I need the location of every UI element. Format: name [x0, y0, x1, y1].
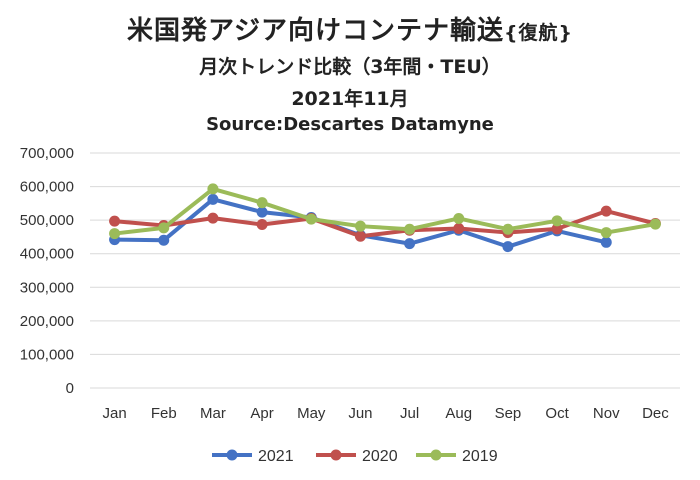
chart-title-main: 米国発アジア向けコンテナ輸送 — [126, 16, 504, 46]
data-point — [502, 241, 514, 253]
y-tick-label: 400,000 — [20, 246, 74, 263]
data-point — [551, 215, 563, 227]
y-tick-label: 700,000 — [20, 145, 74, 162]
series-line — [112, 186, 658, 236]
x-tick-label: Nov — [593, 405, 620, 422]
x-tick-label: Feb — [151, 405, 177, 422]
chart-period: 2021年11月 — [291, 88, 409, 110]
data-point — [551, 223, 563, 235]
data-point — [354, 220, 366, 232]
y-tick-label: 100,000 — [20, 346, 74, 363]
chart-subtitle: 月次トレンド比較（3年間・TEU） — [199, 56, 501, 78]
data-point — [207, 212, 219, 224]
x-axis: Jan Feb Mar Apr May Jun Jul Aug Sep Oct Nov Dec — [102, 405, 669, 422]
legend-item-2020: 2020 — [316, 448, 398, 465]
data-point — [158, 234, 170, 246]
series-line — [112, 209, 658, 239]
x-tick-label: Mar — [200, 405, 226, 422]
data-point — [600, 236, 612, 248]
x-tick-label: May — [297, 405, 326, 422]
series-group — [109, 183, 661, 253]
legend-marker — [430, 449, 442, 461]
chart-title-suffix: {復航} — [503, 22, 574, 44]
x-tick-label: Apr — [250, 405, 273, 422]
chart-title: 米国発アジア向けコンテナ輸送{復航} — [0, 10, 700, 47]
y-axis: 0 100,000 200,000 300,000 400,000 500,000 600,… — [20, 145, 74, 397]
data-point — [502, 223, 514, 235]
y-tick-label: 200,000 — [20, 313, 74, 330]
data-point — [453, 212, 465, 224]
legend-item-2019: 2019 — [416, 448, 498, 465]
series-2019 — [109, 183, 661, 240]
chart-source: Source:Descartes Datamyne — [206, 114, 494, 135]
y-tick-label: 300,000 — [20, 279, 74, 296]
legend-marker — [330, 449, 342, 461]
data-point — [256, 219, 268, 231]
legend-label: 2020 — [362, 448, 398, 465]
y-tick-label: 600,000 — [20, 179, 74, 196]
data-point — [404, 238, 416, 250]
y-tick-label: 0 — [66, 380, 74, 397]
data-point — [109, 228, 121, 240]
data-point — [207, 183, 219, 195]
legend-item-2021: 2021 — [212, 448, 294, 465]
data-point — [256, 206, 268, 218]
x-tick-label: Jul — [400, 405, 419, 422]
data-point — [256, 197, 268, 209]
x-tick-label: Aug — [445, 405, 472, 422]
legend-label: 2021 — [258, 448, 294, 465]
data-point — [109, 215, 121, 227]
x-tick-label: Sep — [495, 405, 522, 422]
data-point — [600, 205, 612, 217]
x-tick-label: Dec — [642, 405, 669, 422]
data-point — [649, 218, 661, 230]
data-point — [305, 213, 317, 225]
y-tick-label: 500,000 — [20, 212, 74, 229]
legend-marker — [226, 449, 238, 461]
gridlines — [90, 152, 680, 389]
data-point — [404, 223, 416, 235]
x-tick-label: Jan — [102, 405, 126, 422]
data-point — [354, 230, 366, 242]
data-point — [207, 193, 219, 205]
x-tick-label: Oct — [545, 405, 569, 422]
x-tick-label: Jun — [348, 405, 372, 422]
data-point — [158, 222, 170, 234]
legend: 2021 2020 2019 — [212, 448, 498, 465]
legend-label: 2019 — [462, 448, 498, 465]
data-point — [600, 227, 612, 239]
data-point — [453, 223, 465, 235]
